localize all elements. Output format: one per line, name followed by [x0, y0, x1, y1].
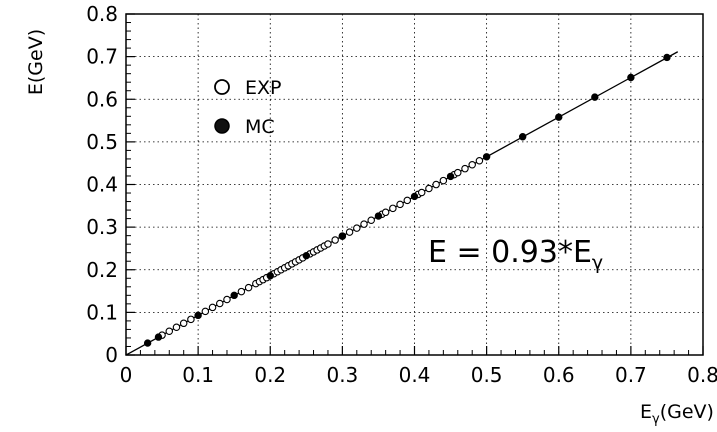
- exp-point: [381, 208, 390, 217]
- mc-point: [230, 291, 238, 300]
- x-tick-label: 0.6: [543, 363, 575, 387]
- exp-point: [172, 323, 181, 332]
- exp-point: [425, 184, 433, 193]
- y-tick-label: 0.3: [86, 215, 118, 239]
- axis-ticks: [125, 13, 704, 356]
- mc-point: [302, 251, 311, 260]
- exp-point: [360, 220, 368, 228]
- exp-point: [367, 216, 375, 224]
- x-tick-label: 0.1: [182, 363, 214, 387]
- x-tick-label: 0.8: [687, 363, 717, 387]
- exp-point: [216, 299, 224, 308]
- x-tick-label: 0.2: [254, 363, 286, 387]
- y-axis-title: E(GeV): [25, 29, 47, 95]
- exp-point: [461, 164, 469, 173]
- exp-point: [468, 160, 476, 169]
- fit-annotation: E = 0.93*Eγ: [428, 235, 603, 274]
- exp-point: [454, 168, 462, 177]
- x-axis-title: Eγ(GeV): [640, 401, 714, 427]
- exp-point: [396, 200, 404, 209]
- exp-point: [201, 307, 210, 316]
- x-tick-label: 0.7: [615, 363, 647, 387]
- mc-point: [410, 192, 419, 201]
- exp-point: [389, 204, 397, 213]
- mc-point: [338, 232, 347, 240]
- legend-mc-marker: [214, 118, 230, 134]
- mc-point: [555, 113, 563, 121]
- mc-point: [446, 172, 455, 181]
- mc-point: [663, 53, 671, 62]
- legend-exp-marker: [214, 79, 230, 95]
- legend-exp-label: EXP: [245, 77, 281, 99]
- exp-point: [165, 327, 174, 335]
- mc-point: [194, 311, 202, 320]
- exp-point: [208, 303, 217, 312]
- y-tick-label: 0.1: [86, 300, 118, 324]
- x-tick-label: 0.4: [399, 363, 431, 387]
- data-points: [143, 53, 671, 347]
- legend-mc-label: MC: [245, 116, 275, 138]
- y-tick-label: 0.8: [86, 2, 118, 26]
- mc-point: [374, 212, 383, 220]
- exp-point: [187, 315, 195, 324]
- mc-point: [154, 333, 163, 341]
- mc-point: [143, 339, 152, 347]
- y-tick-label: 0.2: [86, 258, 118, 282]
- y-tick-label: 0.6: [86, 87, 118, 111]
- mc-point: [482, 153, 491, 161]
- y-tick-label: 0.5: [86, 130, 118, 154]
- legend: EXP MC: [214, 77, 281, 138]
- exp-point: [345, 228, 354, 236]
- exp-point: [439, 176, 448, 185]
- mc-point: [266, 272, 274, 280]
- exp-point: [237, 287, 246, 296]
- exp-point: [475, 157, 484, 165]
- x-tick-label: 0.3: [326, 363, 358, 387]
- exp-point: [331, 236, 339, 244]
- exp-point: [223, 295, 231, 304]
- y-tick-label: 0.4: [86, 173, 118, 197]
- y-tick-label: 0.7: [86, 45, 118, 69]
- mc-point: [627, 73, 635, 82]
- y-tick-label: 0: [105, 343, 118, 367]
- exp-point: [403, 196, 412, 205]
- exp-point: [432, 180, 440, 189]
- tick-labels: 0 0.1 0.2 0.3 0.4 0.5 0.6 0.7 0.8 0 0.1 0.2 0.3 0.4 0.…: [86, 2, 717, 387]
- exp-point: [179, 319, 188, 328]
- x-tick-label: 0.5: [471, 363, 503, 387]
- exp-point: [417, 188, 426, 197]
- exp-point: [353, 224, 361, 232]
- x-tick-label: 0: [120, 363, 133, 387]
- exp-point: [324, 240, 332, 248]
- exp-point: [244, 283, 253, 292]
- mc-point: [591, 93, 599, 101]
- grid: [126, 14, 703, 355]
- mc-point: [518, 133, 527, 141]
